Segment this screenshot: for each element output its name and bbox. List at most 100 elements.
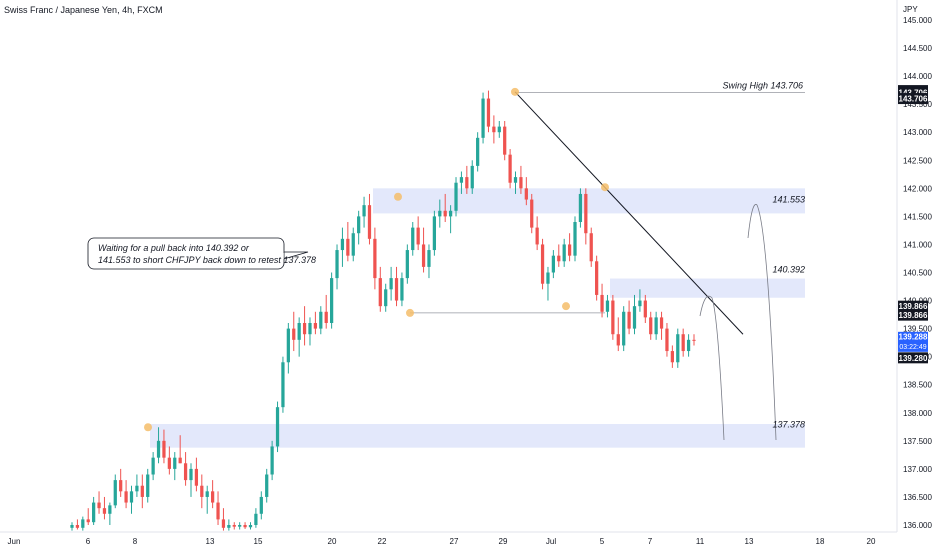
candle-body (384, 289, 388, 307)
price-tag (898, 93, 928, 105)
time-tick-label: Jun (8, 537, 21, 546)
candle-body (146, 474, 150, 497)
candle (205, 485, 209, 514)
time-tick-label: 15 (254, 537, 263, 546)
price-tick-label: 143.500 (903, 100, 932, 109)
candle (573, 216, 577, 262)
candlestick-series (70, 90, 696, 531)
candle-body (324, 311, 328, 323)
candle (340, 227, 345, 267)
price-tick-label: 138.000 (903, 409, 932, 418)
time-tick-label: 5 (600, 537, 605, 546)
candle (162, 429, 166, 464)
candle-body (281, 362, 285, 408)
chart-title: Swiss Franc / Japanese Yen, 4h, FXCM (4, 5, 163, 15)
candle (443, 193, 447, 222)
candle (481, 92, 485, 144)
candle (265, 468, 269, 503)
candle (297, 317, 301, 357)
candle (438, 199, 442, 228)
candle (302, 306, 307, 346)
price-tick-label: 136.500 (903, 493, 932, 502)
candle (524, 177, 528, 206)
drawing-lines (87, 91, 805, 441)
trend-line (514, 91, 744, 335)
candle-body (232, 525, 236, 527)
candle-body (173, 457, 177, 469)
candle (448, 205, 453, 234)
time-tick-label: 22 (378, 537, 387, 546)
candle-body (432, 216, 437, 251)
candle-body (70, 525, 74, 528)
candle-body (178, 457, 182, 464)
candle-body (686, 339, 691, 352)
candle (281, 356, 285, 413)
candle-body (411, 227, 415, 251)
candle (513, 171, 518, 194)
candle (351, 227, 355, 262)
price-tags: 143.742143.706143.706139.866139.866139.2… (898, 85, 928, 364)
candle (140, 474, 144, 509)
candle-body (692, 339, 696, 341)
candle-body (643, 300, 647, 318)
current-price-label: 139.288 (899, 332, 928, 341)
candle (183, 452, 188, 486)
candle-body (97, 502, 101, 509)
candle (173, 452, 177, 481)
pivot-marker (406, 308, 414, 317)
candle-body (654, 317, 658, 335)
candle (616, 317, 620, 352)
price-tick-label: 143.000 (903, 128, 932, 137)
zone-label-140-392: 140.392 (772, 265, 805, 275)
candle-body (81, 519, 85, 528)
candle (156, 427, 161, 464)
candle-body (557, 255, 561, 262)
candle-body (589, 233, 593, 262)
pivot-marker (144, 423, 152, 432)
time-tick-label: 11 (696, 537, 705, 546)
candle-body (540, 244, 545, 284)
candle-body (611, 300, 615, 335)
candle-body (600, 294, 604, 312)
candle (686, 334, 691, 357)
candle (167, 446, 171, 475)
time-axis[interactable]: Jun 6 8 13 15 20 22 27 29 Jul 5 7 11 13 18 20 (8, 537, 876, 546)
pivot-marker (511, 87, 519, 96)
time-tick-label: 20 (867, 537, 876, 546)
candle-body (351, 233, 355, 256)
price-tick-label: 142.000 (903, 184, 932, 193)
candle-body (200, 485, 204, 497)
candle-body (400, 278, 404, 301)
candle (151, 452, 155, 481)
time-tick-label: 13 (206, 537, 215, 546)
candle-body (394, 278, 399, 301)
candle (357, 210, 361, 245)
candle (465, 165, 469, 194)
candle-body (551, 255, 555, 273)
price-tag-label: 143.706 (899, 95, 928, 104)
candle-body (319, 311, 323, 329)
candle (540, 238, 545, 290)
time-tick-label: 7 (648, 537, 653, 546)
candle (654, 311, 658, 340)
candle (627, 300, 631, 335)
price-tick-label: 145.000 (903, 16, 932, 25)
candle (638, 289, 642, 312)
candle-body (530, 199, 534, 228)
candle (584, 188, 588, 245)
candle-body (221, 519, 226, 528)
candle-body (216, 502, 220, 520)
pivot-markers (144, 87, 609, 432)
candle (378, 266, 382, 312)
candle (275, 401, 280, 453)
candle (535, 216, 539, 251)
candle-body (676, 334, 680, 363)
time-tick-label: 29 (499, 537, 508, 546)
candle-body (162, 440, 166, 458)
candle-body (562, 244, 566, 262)
candle (259, 491, 263, 520)
candle (649, 311, 653, 340)
candle-body (102, 508, 107, 514)
candle-body (470, 165, 474, 189)
